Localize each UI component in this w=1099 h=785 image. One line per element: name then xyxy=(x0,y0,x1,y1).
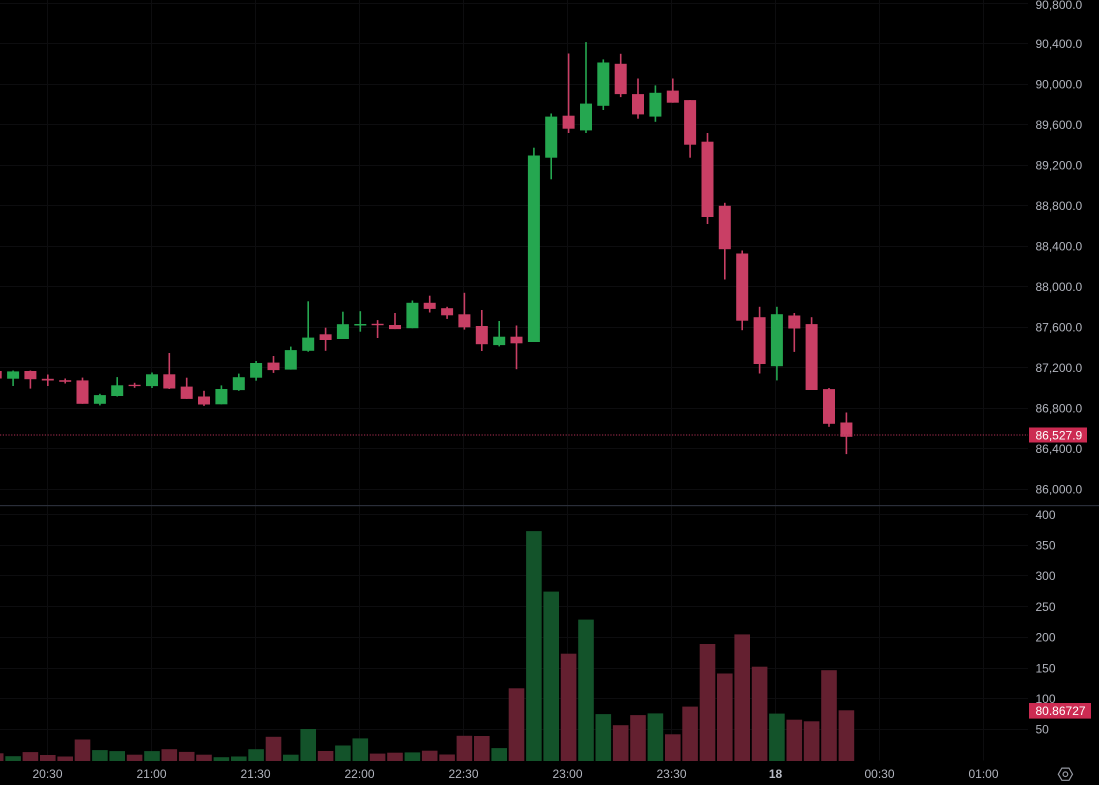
svg-text:80.86727: 80.86727 xyxy=(1036,704,1086,718)
svg-text:23:30: 23:30 xyxy=(656,767,686,781)
svg-text:90,800.0: 90,800.0 xyxy=(1036,0,1083,12)
svg-text:50: 50 xyxy=(1036,723,1050,737)
svg-text:250: 250 xyxy=(1036,600,1056,614)
svg-text:150: 150 xyxy=(1036,661,1056,675)
svg-text:400: 400 xyxy=(1036,508,1056,522)
svg-text:90,000.0: 90,000.0 xyxy=(1036,77,1083,91)
svg-text:86,400.0: 86,400.0 xyxy=(1036,442,1083,456)
svg-text:23:00: 23:00 xyxy=(552,767,582,781)
svg-text:87,600.0: 87,600.0 xyxy=(1036,320,1083,334)
svg-text:350: 350 xyxy=(1036,539,1056,553)
svg-text:86,000.0: 86,000.0 xyxy=(1036,482,1083,496)
svg-text:88,400.0: 88,400.0 xyxy=(1036,239,1083,253)
svg-text:87,200.0: 87,200.0 xyxy=(1036,361,1083,375)
svg-text:22:30: 22:30 xyxy=(448,767,478,781)
svg-text:100: 100 xyxy=(1036,692,1056,706)
svg-text:18: 18 xyxy=(769,767,783,781)
svg-text:20:30: 20:30 xyxy=(32,767,62,781)
svg-text:21:00: 21:00 xyxy=(136,767,166,781)
svg-text:01:00: 01:00 xyxy=(968,767,998,781)
svg-text:200: 200 xyxy=(1036,631,1056,645)
svg-text:90,400.0: 90,400.0 xyxy=(1036,37,1083,51)
svg-text:88,000.0: 88,000.0 xyxy=(1036,280,1083,294)
svg-text:88,800.0: 88,800.0 xyxy=(1036,199,1083,213)
svg-text:86,800.0: 86,800.0 xyxy=(1036,401,1083,415)
svg-text:89,600.0: 89,600.0 xyxy=(1036,118,1083,132)
svg-text:89,200.0: 89,200.0 xyxy=(1036,158,1083,172)
svg-text:300: 300 xyxy=(1036,569,1056,583)
svg-text:21:30: 21:30 xyxy=(240,767,270,781)
svg-text:22:00: 22:00 xyxy=(344,767,374,781)
svg-text:86,527.9: 86,527.9 xyxy=(1036,428,1083,442)
svg-text:00:30: 00:30 xyxy=(864,767,894,781)
